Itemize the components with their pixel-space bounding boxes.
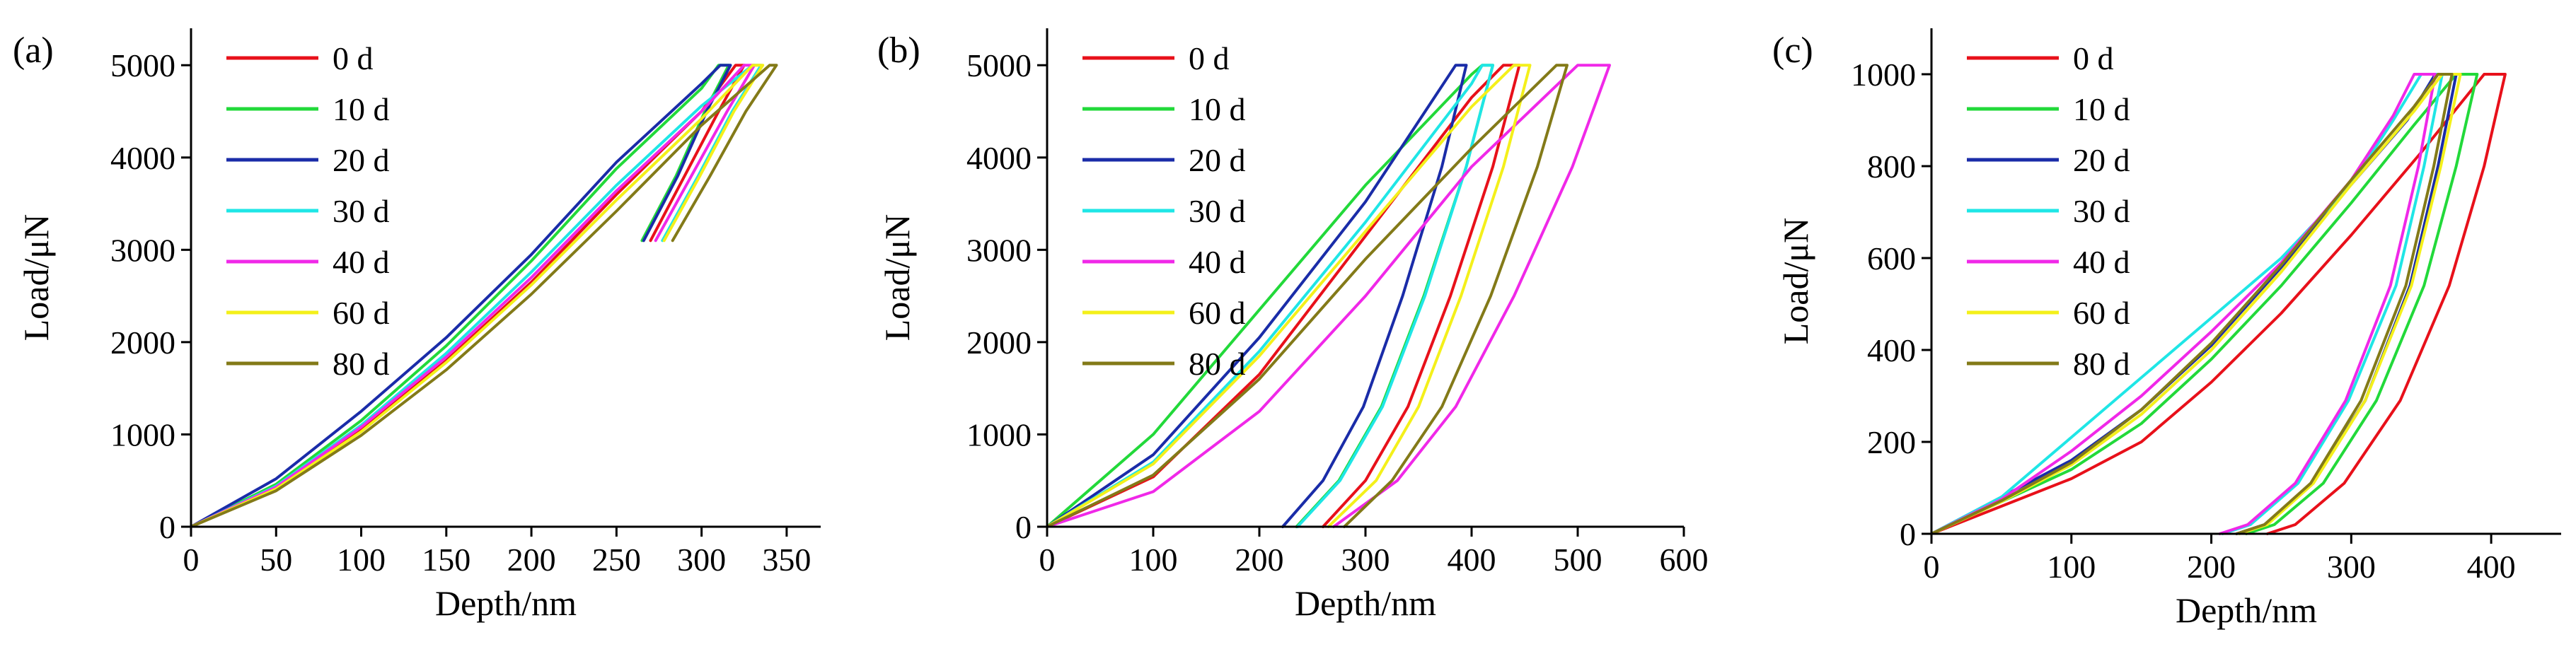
- legend-label: 20 d: [1189, 142, 1246, 178]
- panel-label: (b): [877, 30, 920, 71]
- legend-label: 60 d: [1189, 295, 1246, 331]
- y-tick-label: 3000: [966, 232, 1032, 268]
- series-curve-60d: [1930, 73, 2462, 535]
- series-curve-40d: [190, 64, 756, 528]
- y-tick-label: 1000: [966, 416, 1032, 452]
- x-axis-title: Depth/nm: [435, 583, 577, 623]
- x-tick-label: 200: [1235, 542, 1284, 578]
- legend-label: 40 d: [333, 244, 390, 280]
- chart-panel-c: 0 100 200 300 400 0 200 400 600 800 1000 Depth/nm Lo…: [1772, 28, 2561, 630]
- y-tick-label: 1000: [1851, 57, 1916, 93]
- x-tick-label: 300: [1341, 542, 1390, 578]
- x-tick-label: 300: [2327, 549, 2376, 585]
- legend-label: 30 d: [2073, 193, 2130, 229]
- series-curve-0d: [190, 64, 746, 528]
- x-axis-title: Depth/nm: [2176, 590, 2317, 630]
- chart-panel-b: 0 100 200 300 400 500 600 0 1000 2000 3000 4000 5000…: [877, 28, 1709, 623]
- y-tick-label: 400: [1867, 332, 1916, 368]
- y-axis-title: Load/μN: [16, 214, 56, 341]
- legend: 0 d 10 d 20 d 30 d 40 d 60 d 80 d: [226, 40, 390, 382]
- series-curve-20d: [190, 64, 732, 528]
- y-axis-title: Load/μN: [1776, 218, 1815, 345]
- x-tick-label: 0: [1039, 542, 1056, 578]
- legend-label: 20 d: [333, 142, 390, 178]
- x-tick-label: 100: [1129, 542, 1178, 578]
- series-curve-60d: [1046, 64, 1532, 528]
- series-curve-30d: [1930, 73, 2444, 535]
- y-tick-label: 200: [1867, 424, 1916, 460]
- series-curve-80d: [190, 64, 778, 528]
- series-curve-40d: [1930, 73, 2437, 535]
- x-tick-label: 200: [507, 542, 556, 578]
- x-tick-label: 100: [337, 542, 386, 578]
- series-curve-0d: [1046, 64, 1521, 528]
- legend-label: 10 d: [333, 91, 390, 127]
- chart-panel-a: 0 50 100 150 200 250 300 350 0 1000 2000 3000 4000 50…: [13, 28, 821, 623]
- series-curve-10d: [190, 64, 731, 528]
- legend-label: 10 d: [1189, 91, 1246, 127]
- legend-label: 80 d: [333, 346, 390, 382]
- series-curve-80d: [1930, 73, 2454, 535]
- series-curve-80d: [1046, 64, 1569, 528]
- legend-label: 0 d: [333, 40, 374, 76]
- y-tick-label: 800: [1867, 148, 1916, 185]
- y-tick-label: 4000: [966, 140, 1032, 176]
- legend-label: 40 d: [2073, 244, 2130, 280]
- y-tick-label: 0: [1015, 509, 1032, 545]
- legend-label: 30 d: [1189, 193, 1246, 229]
- y-tick-label: 4000: [110, 140, 175, 176]
- legend-label: 10 d: [2073, 91, 2130, 127]
- x-tick-label: 350: [762, 542, 811, 578]
- y-tick-label: 5000: [966, 47, 1032, 83]
- x-tick-label: 50: [260, 542, 292, 578]
- series-curve-20d: [1046, 64, 1468, 528]
- x-tick-label: 250: [592, 542, 641, 578]
- legend-label: 80 d: [1189, 346, 1246, 382]
- series-curve-0d: [1930, 73, 2507, 535]
- y-tick-label: 0: [159, 509, 175, 545]
- legend-label: 60 d: [2073, 295, 2130, 331]
- x-tick-label: 150: [422, 542, 470, 578]
- x-tick-label: 400: [2467, 549, 2516, 585]
- y-tick-label: 1000: [110, 416, 175, 452]
- legend-label: 0 d: [1189, 40, 1230, 76]
- y-tick-label: 3000: [110, 232, 175, 268]
- x-tick-label: 100: [2047, 549, 2096, 585]
- legend-label: 60 d: [333, 295, 390, 331]
- y-tick-label: 0: [1900, 516, 1916, 552]
- panel-label: (a): [13, 30, 54, 71]
- series-curve-40d: [1046, 64, 1611, 528]
- legend-label: 0 d: [2073, 40, 2114, 76]
- x-tick-label: 600: [1660, 542, 1709, 578]
- y-tick-label: 2000: [966, 325, 1032, 361]
- y-tick-label: 600: [1867, 240, 1916, 276]
- panel-label: (c): [1772, 30, 1813, 71]
- y-axis-title: Load/μN: [877, 214, 917, 341]
- legend-label: 20 d: [2073, 142, 2130, 178]
- x-tick-label: 400: [1448, 542, 1496, 578]
- y-tick-label: 2000: [110, 325, 175, 361]
- legend-label: 40 d: [1189, 244, 1246, 280]
- x-tick-label: 200: [2187, 549, 2236, 585]
- legend: 0 d 10 d 20 d 30 d 40 d 60 d 80 d: [1967, 40, 2130, 382]
- x-axis-title: Depth/nm: [1295, 583, 1436, 623]
- y-tick-label: 5000: [110, 47, 175, 83]
- legend-label: 80 d: [2073, 346, 2130, 382]
- x-tick-label: 0: [1924, 549, 1940, 585]
- x-tick-label: 0: [183, 542, 200, 578]
- series-curve-10d: [1930, 73, 2479, 535]
- x-tick-label: 500: [1554, 542, 1602, 578]
- x-tick-label: 300: [677, 542, 726, 578]
- series-curve-30d: [1046, 64, 1494, 528]
- legend: 0 d 10 d 20 d 30 d 40 d 60 d 80 d: [1082, 40, 1246, 382]
- series-curve-60d: [190, 64, 765, 528]
- legend-label: 30 d: [333, 193, 390, 229]
